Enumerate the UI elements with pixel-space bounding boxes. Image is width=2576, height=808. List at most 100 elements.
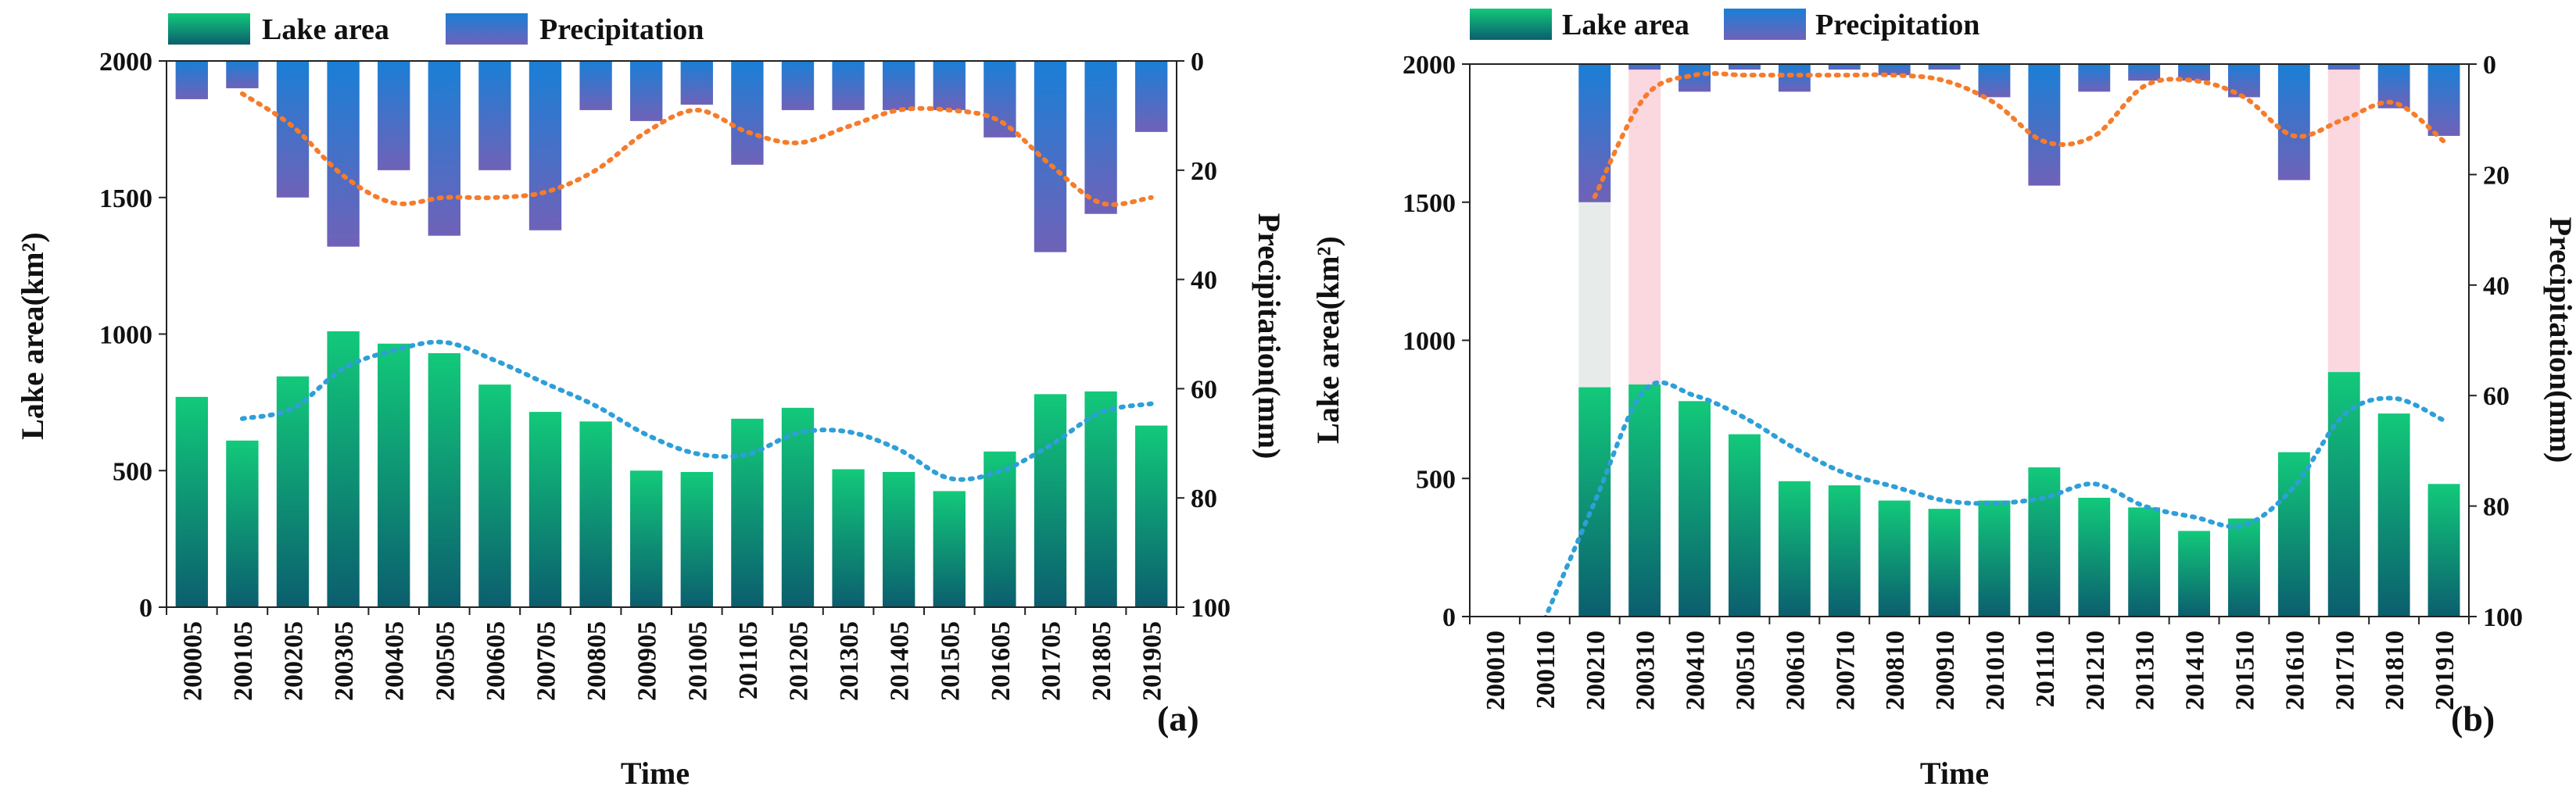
legend-label-precipitation: Precipitation bbox=[1815, 9, 1979, 41]
x-tick-label: 200105 bbox=[229, 621, 258, 701]
x-tick-label: 201005 bbox=[683, 621, 712, 701]
lake-area-bar bbox=[983, 451, 1016, 607]
precipitation-bar bbox=[731, 61, 764, 165]
x-tick-label: 201105 bbox=[734, 621, 763, 699]
y-tick-label: 1500 bbox=[1403, 189, 1456, 218]
lake-area-trendline bbox=[1543, 380, 2447, 617]
precipitation-bar bbox=[327, 61, 360, 247]
precipitation-bar bbox=[226, 61, 259, 88]
lake-area-bar bbox=[378, 343, 410, 607]
y-tick-label: 1000 bbox=[1403, 327, 1456, 356]
precipitation-bar bbox=[2377, 64, 2410, 109]
x-tick-label: 200005 bbox=[178, 621, 207, 701]
lake-area-bar bbox=[1928, 509, 1961, 617]
lake-area-bar bbox=[1135, 425, 1168, 607]
axes: 0 500 1000 1500 2000 0 20 40 60 80 100 200005 200105… bbox=[99, 48, 1231, 701]
lake-area-bar bbox=[428, 352, 460, 607]
legend: Lake area Precipitation bbox=[1470, 9, 1979, 41]
precipitation-bar bbox=[680, 61, 713, 105]
lake-area-bar bbox=[1878, 500, 1911, 617]
x-tick-label: 200305 bbox=[330, 621, 359, 701]
lake-area-bar bbox=[2028, 467, 2061, 617]
precipitation-bar bbox=[1878, 64, 1911, 76]
precipitation-trendline bbox=[239, 91, 1154, 207]
lake-area-bar bbox=[1084, 391, 1117, 607]
y2-tick-label: 80 bbox=[2483, 493, 2510, 522]
y2-axis-title: Precipitation(mm) bbox=[2543, 217, 2576, 463]
precipitation-bar bbox=[276, 61, 310, 198]
precipitation-bar bbox=[1628, 64, 1661, 70]
x-tick-label: 201310 bbox=[2131, 631, 2160, 710]
lake-area-bar bbox=[1978, 500, 2011, 617]
lake-area-bar bbox=[1628, 384, 1661, 617]
precipitation-bar bbox=[1578, 64, 1611, 202]
y-axis-title: Lake area(km²) bbox=[1310, 236, 1345, 444]
lake-area-bar bbox=[1729, 434, 1761, 617]
precipitation-bar bbox=[1135, 61, 1168, 132]
x-tick-label: 200610 bbox=[1781, 631, 1810, 710]
x-tick-label: 201905 bbox=[1138, 621, 1167, 701]
y-tick-label: 2000 bbox=[99, 48, 152, 77]
y2-tick-label: 0 bbox=[2483, 51, 2496, 80]
y-tick-label: 1000 bbox=[99, 321, 152, 350]
lake-area-bar bbox=[478, 384, 511, 607]
x-tick-label: 200810 bbox=[1881, 631, 1910, 710]
x-tick-label: 201605 bbox=[987, 621, 1016, 701]
lake-area-bar bbox=[630, 470, 663, 607]
y-tick-label: 1500 bbox=[99, 184, 152, 213]
trendlines bbox=[239, 91, 1154, 482]
lake-area-bar bbox=[2178, 531, 2210, 617]
x-tick-label: 200505 bbox=[431, 621, 460, 701]
lake-area-bar bbox=[1828, 485, 1861, 617]
y-tick-label: 0 bbox=[139, 594, 152, 623]
lake-area-bar bbox=[579, 421, 612, 607]
precipitation-bar bbox=[2028, 64, 2061, 186]
precipitation-bar bbox=[579, 61, 612, 110]
lake-area-bar bbox=[832, 469, 865, 607]
x-tick-label: 200110 bbox=[1532, 631, 1560, 709]
precipitation-bar bbox=[2178, 64, 2210, 81]
precipitation-bar bbox=[1729, 64, 1761, 70]
x-tick-label: 201405 bbox=[886, 621, 915, 701]
precipitation-bar bbox=[883, 61, 915, 110]
x-tick-label: 200410 bbox=[1682, 631, 1711, 710]
lake-area-bar bbox=[1034, 394, 1067, 607]
precipitation-bar bbox=[528, 61, 562, 231]
lake-area-bar bbox=[781, 407, 815, 607]
precipitation-bar bbox=[2277, 64, 2310, 181]
x-tick-label: 201610 bbox=[2280, 631, 2309, 710]
x-tick-label: 201010 bbox=[1981, 631, 2010, 710]
lake-area-bar bbox=[327, 331, 360, 607]
precipitation-bar bbox=[2327, 64, 2360, 70]
y2-tick-label: 20 bbox=[1191, 157, 1217, 186]
lake-area-bar bbox=[2078, 497, 2111, 617]
lake-area-bar bbox=[883, 471, 915, 607]
precipitation-bar bbox=[781, 61, 815, 110]
lake-area-bars bbox=[1578, 372, 2460, 617]
lake-area-bar bbox=[680, 471, 713, 607]
legend-label-precipitation: Precipitation bbox=[539, 13, 704, 46]
panel-label: (b) bbox=[2451, 699, 2495, 738]
y-tick-label: 0 bbox=[1442, 603, 1456, 632]
precipitation-bar bbox=[983, 61, 1016, 138]
lake-area-bar bbox=[175, 396, 208, 607]
precipitation-bar bbox=[1679, 64, 1711, 92]
x-tick-label: 200210 bbox=[1582, 631, 1610, 710]
legend-label-lake-area: Lake area bbox=[1562, 9, 1689, 41]
x-tick-label: 201710 bbox=[2331, 631, 2359, 710]
precipitation-bar bbox=[428, 61, 460, 236]
x-tick-label: 201205 bbox=[785, 621, 814, 701]
x-tick-label: 201305 bbox=[835, 621, 864, 701]
panel-label: (a) bbox=[1157, 699, 1199, 738]
precipitation-bar bbox=[175, 61, 208, 99]
x-tick-label: 200510 bbox=[1731, 631, 1760, 710]
x-tick-label: 201510 bbox=[2230, 631, 2259, 710]
y2-tick-label: 100 bbox=[2483, 603, 2523, 632]
x-tick-label: 201210 bbox=[2081, 631, 2110, 710]
precipitation-bars bbox=[1578, 64, 2460, 202]
trendlines bbox=[1543, 71, 2447, 617]
x-tick-label: 200905 bbox=[633, 621, 662, 701]
x-axis-title: Time bbox=[621, 756, 690, 791]
y-tick-label: 2000 bbox=[1403, 51, 1456, 80]
x-tick-label: 200910 bbox=[1931, 631, 1960, 710]
